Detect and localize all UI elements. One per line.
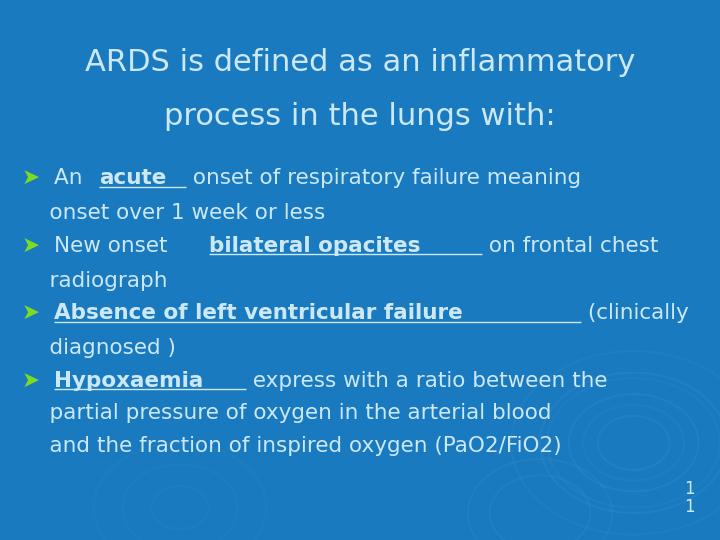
Text: onset of respiratory failure meaning: onset of respiratory failure meaning (186, 168, 582, 188)
Text: Hypoxaemia: Hypoxaemia (54, 370, 203, 391)
Text: ➤: ➤ (22, 235, 47, 256)
Text: on frontal chest: on frontal chest (482, 235, 658, 256)
Text: (clinically: (clinically (581, 303, 689, 323)
Text: ➤: ➤ (22, 168, 47, 188)
Text: process in the lungs with:: process in the lungs with: (164, 102, 556, 131)
Text: express with a ratio between the: express with a ratio between the (246, 370, 608, 391)
Text: An: An (54, 168, 89, 188)
Text: radiograph: radiograph (22, 271, 167, 291)
Text: ARDS is defined as an inflammatory: ARDS is defined as an inflammatory (85, 48, 635, 77)
Text: bilateral opacites: bilateral opacites (209, 235, 420, 256)
Text: ➤: ➤ (22, 370, 47, 391)
Text: ➤: ➤ (22, 303, 47, 323)
Text: diagnosed ): diagnosed ) (22, 338, 176, 359)
Text: New onset: New onset (54, 235, 174, 256)
Text: Absence of left ventricular failure: Absence of left ventricular failure (54, 303, 462, 323)
Text: 1
1: 1 1 (684, 480, 695, 516)
Text: onset over 1 week or less: onset over 1 week or less (22, 203, 325, 224)
Text: partial pressure of oxygen in the arterial blood: partial pressure of oxygen in the arteri… (22, 403, 551, 423)
Text: acute: acute (99, 168, 167, 188)
Text: and the fraction of inspired oxygen (PaO2/FiO2): and the fraction of inspired oxygen (PaO… (22, 435, 561, 456)
